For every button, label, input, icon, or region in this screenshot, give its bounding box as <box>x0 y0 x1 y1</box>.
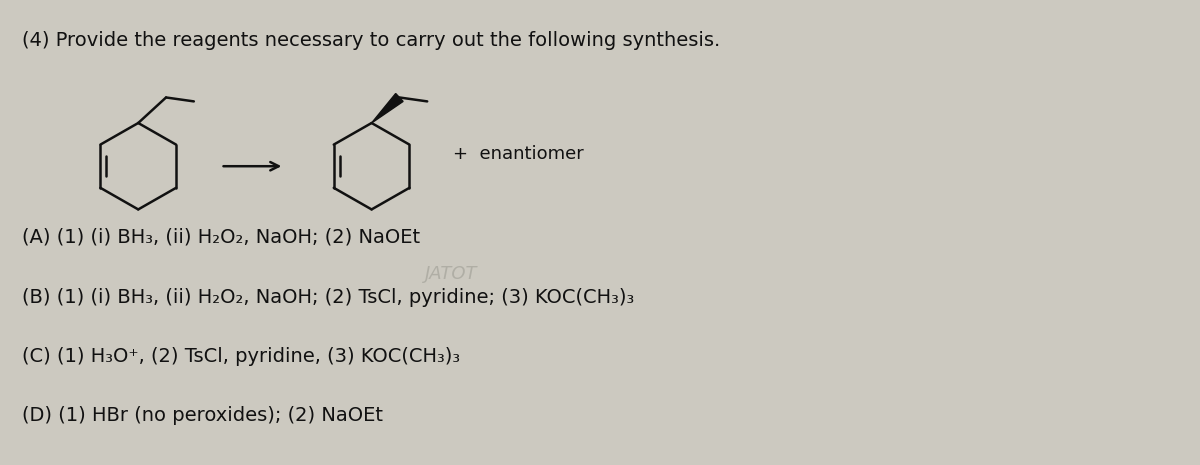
Text: +  enantiomer: + enantiomer <box>454 146 583 163</box>
Text: (C) (1) H₃O⁺, (2) TsCl, pyridine, (3) KOC(CH₃)₃: (C) (1) H₃O⁺, (2) TsCl, pyridine, (3) KO… <box>22 347 460 366</box>
Text: (D) (1) HBr (no peroxides); (2) NaOEt: (D) (1) HBr (no peroxides); (2) NaOEt <box>22 406 383 425</box>
Text: JATOT: JATOT <box>425 265 478 283</box>
Polygon shape <box>372 93 403 123</box>
Text: (4) Provide the reagents necessary to carry out the following synthesis.: (4) Provide the reagents necessary to ca… <box>22 31 720 50</box>
Text: (A) (1) (i) BH₃, (ii) H₂O₂, NaOH; (2) NaOEt: (A) (1) (i) BH₃, (ii) H₂O₂, NaOH; (2) Na… <box>22 227 420 246</box>
Text: (B) (1) (i) BH₃, (ii) H₂O₂, NaOH; (2) TsCl, pyridine; (3) KOC(CH₃)₃: (B) (1) (i) BH₃, (ii) H₂O₂, NaOH; (2) Ts… <box>22 288 635 307</box>
